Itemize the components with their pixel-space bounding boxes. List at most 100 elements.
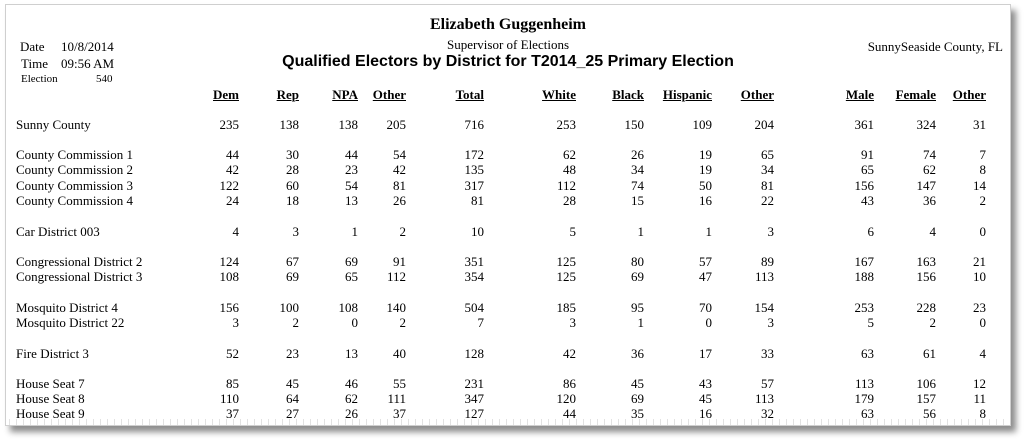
count-cell: 45 (631, 376, 644, 391)
count-cell: 11 (973, 391, 986, 406)
count-cell: 10 (471, 224, 484, 239)
column-header: Black (612, 87, 644, 102)
count-cell: 18 (286, 193, 299, 208)
column-header: Male (845, 87, 874, 102)
column-header: Other (952, 87, 986, 102)
count-cell: 44 (563, 406, 576, 421)
count-cell: 347 (464, 391, 485, 406)
report-page: Elizabeth Guggenheim Supervisor of Elect… (5, 4, 1011, 426)
count-cell: 127 (464, 406, 485, 421)
column-header: Other (372, 87, 406, 102)
count-cell: 24 (226, 193, 239, 208)
count-cell: 44 (226, 147, 239, 162)
count-cell: 138 (338, 117, 359, 132)
count-cell: 62 (563, 147, 576, 162)
count-cell: 4 (979, 346, 987, 361)
count-cell: 3 (232, 315, 240, 330)
column-header: Rep (276, 87, 299, 102)
count-cell: 33 (761, 346, 774, 361)
count-cell: 16 (699, 193, 712, 208)
count-cell: 140 (386, 300, 407, 315)
election-value: 540 (96, 73, 113, 85)
count-cell: 124 (219, 254, 240, 269)
table-row: Congressional District 2 124 67 69 91 351 125 8… (6, 254, 1010, 269)
count-cell: 10 (973, 269, 986, 284)
count-cell: 26 (345, 406, 358, 421)
district-name: County Commission 3 (16, 178, 134, 193)
election-label: Election (21, 73, 58, 85)
count-cell: 205 (386, 117, 407, 132)
count-cell: 150 (624, 117, 645, 132)
count-cell: 81 (471, 193, 484, 208)
count-cell: 69 (286, 269, 299, 284)
column-header: White (542, 87, 576, 102)
count-cell: 45 (286, 376, 299, 391)
count-cell: 253 (854, 300, 875, 315)
count-cell: 46 (345, 376, 358, 391)
count-cell: 69 (631, 269, 644, 284)
district-name: Mosquito District 4 (16, 300, 118, 315)
district-name: House Seat 8 (16, 391, 85, 406)
table-row: County Commission 4 24 18 13 26 81 28 15 16 22 43 3… (6, 193, 1010, 208)
count-cell: 16 (699, 406, 712, 421)
count-cell: 23 (973, 300, 986, 315)
count-cell: 5 (867, 315, 875, 330)
count-cell: 2 (399, 315, 407, 330)
count-cell: 3 (292, 224, 300, 239)
count-cell: 106 (916, 376, 937, 391)
count-cell: 361 (854, 117, 875, 132)
count-cell: 60 (286, 178, 299, 193)
count-cell: 235 (219, 117, 240, 132)
count-cell: 42 (226, 162, 239, 177)
count-cell: 3 (569, 315, 577, 330)
count-cell: 37 (393, 406, 406, 421)
count-cell: 15 (631, 193, 644, 208)
district-name: County Commission 1 (16, 147, 134, 162)
date-value: 10/8/2014 (61, 39, 114, 54)
count-cell: 228 (916, 300, 937, 315)
district-name: House Seat 9 (16, 406, 85, 421)
count-cell: 54 (393, 147, 406, 162)
count-cell: 37 (226, 406, 239, 421)
table-row: Car District 003 4 3 1 2 10 5 1 1 3 6 4 0 (6, 224, 1010, 239)
count-cell: 62 (345, 391, 358, 406)
count-cell: 21 (973, 254, 986, 269)
count-cell: 2 (979, 193, 987, 208)
table-row: Congressional District 3 108 69 65 112 354 125… (6, 269, 1010, 284)
count-cell: 65 (345, 269, 358, 284)
count-cell: 0 (705, 315, 713, 330)
count-cell: 40 (393, 346, 406, 361)
column-header: Dem (213, 87, 239, 102)
column-header: Hispanic (662, 87, 712, 102)
count-cell: 108 (219, 269, 240, 284)
supervisor-title: Supervisor of Elections (446, 37, 570, 52)
count-cell: 4 (929, 224, 937, 239)
count-cell: 19 (699, 162, 712, 177)
count-cell: 716 (464, 117, 485, 132)
column-header: Other (740, 87, 774, 102)
count-cell: 6 (867, 224, 875, 239)
count-cell: 23 (345, 162, 358, 177)
count-cell: 3 (767, 224, 775, 239)
count-cell: 324 (916, 117, 937, 132)
report-title: Qualified Electors by District for T2014… (282, 53, 734, 70)
count-cell: 188 (854, 269, 875, 284)
count-cell: 42 (563, 346, 576, 361)
count-cell: 65 (861, 162, 874, 177)
count-cell: 351 (464, 254, 485, 269)
count-cell: 354 (464, 269, 485, 284)
count-cell: 31 (973, 117, 986, 132)
count-cell: 7 (979, 147, 987, 162)
count-cell: 163 (916, 254, 937, 269)
count-cell: 172 (464, 147, 485, 162)
count-cell: 57 (761, 376, 774, 391)
count-cell: 69 (631, 391, 644, 406)
count-cell: 43 (699, 376, 712, 391)
count-cell: 125 (556, 269, 577, 284)
count-cell: 4 (232, 224, 240, 239)
district-name: County Commission 2 (16, 162, 134, 177)
count-cell: 69 (345, 254, 358, 269)
count-cell: 204 (754, 117, 775, 132)
count-cell: 85 (226, 376, 239, 391)
count-cell: 2 (292, 315, 300, 330)
